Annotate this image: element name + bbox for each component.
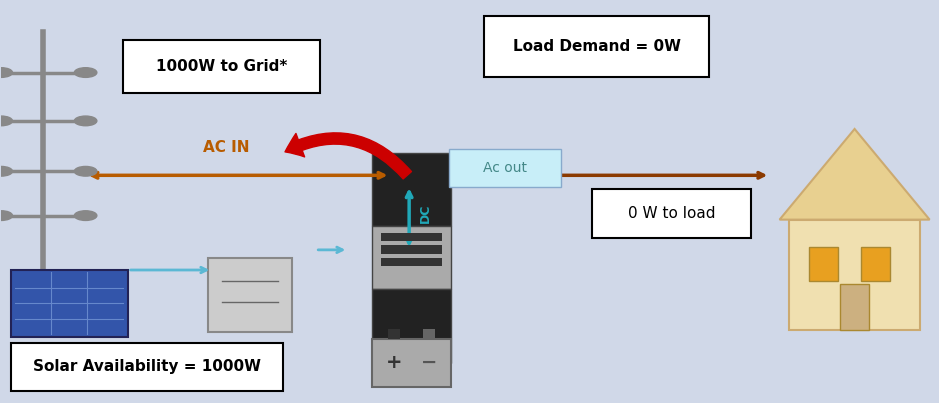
Bar (381, 245, 442, 254)
Bar (423, 329, 436, 339)
Bar (372, 226, 452, 289)
Bar (372, 153, 452, 226)
Bar (381, 233, 442, 241)
Circle shape (0, 166, 12, 176)
Text: Load Demand = 0W: Load Demand = 0W (513, 39, 681, 54)
FancyBboxPatch shape (449, 149, 562, 187)
Circle shape (74, 116, 97, 126)
Bar (372, 339, 452, 387)
Text: AC IN: AC IN (203, 140, 250, 155)
FancyBboxPatch shape (592, 189, 751, 238)
Bar (789, 220, 920, 330)
Bar (381, 258, 442, 266)
Text: −: − (421, 353, 438, 372)
Bar (840, 284, 869, 330)
FancyArrowPatch shape (285, 133, 411, 179)
FancyBboxPatch shape (10, 343, 283, 391)
FancyBboxPatch shape (10, 270, 128, 337)
FancyBboxPatch shape (208, 258, 292, 332)
Text: +: + (386, 353, 402, 372)
FancyBboxPatch shape (123, 40, 320, 93)
Text: Ac out: Ac out (483, 161, 527, 175)
Bar (861, 247, 890, 280)
Bar (808, 247, 838, 280)
Text: DC: DC (419, 204, 432, 223)
FancyBboxPatch shape (485, 16, 709, 77)
Text: 0 W to load: 0 W to load (628, 206, 716, 221)
Circle shape (0, 116, 12, 126)
Circle shape (0, 68, 12, 77)
Text: Solar Availability = 1000W: Solar Availability = 1000W (33, 359, 260, 374)
Polygon shape (779, 129, 930, 220)
Bar (372, 289, 452, 363)
Circle shape (74, 68, 97, 77)
Circle shape (74, 166, 97, 176)
Circle shape (0, 211, 12, 220)
Circle shape (74, 211, 97, 220)
Text: 1000W to Grid*: 1000W to Grid* (156, 59, 287, 74)
Bar (388, 329, 399, 339)
